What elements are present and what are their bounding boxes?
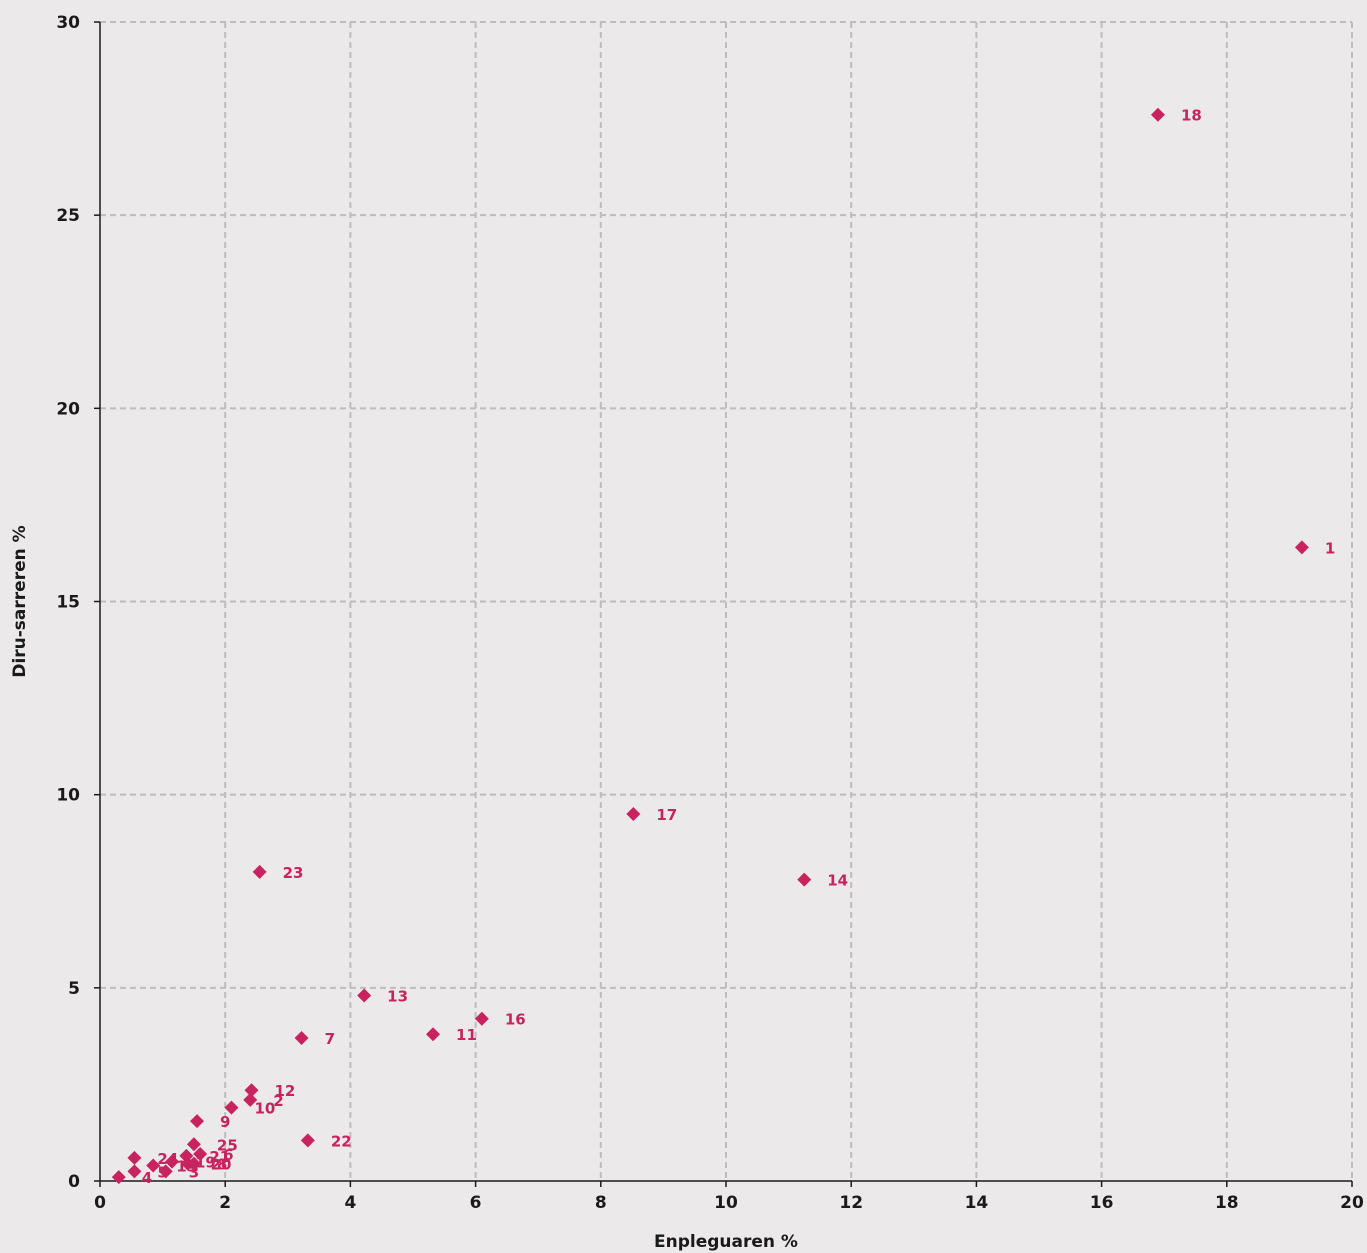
data-point-25	[186, 1137, 201, 1152]
point-label-5: 5	[157, 1163, 167, 1181]
data-point-23	[252, 864, 267, 879]
data-point-22	[300, 1133, 315, 1148]
data-point-7	[294, 1031, 309, 1046]
point-label-21: 21	[209, 1148, 230, 1166]
x-tick-label: 10	[714, 1193, 738, 1213]
point-label-25: 25	[217, 1136, 238, 1154]
point-label-11: 11	[456, 1026, 477, 1044]
point-label-12: 12	[274, 1082, 295, 1100]
point-label-3: 3	[189, 1163, 199, 1181]
point-label-7: 7	[325, 1030, 335, 1048]
x-tick-label: 12	[839, 1193, 863, 1213]
x-tick-label: 2	[219, 1193, 231, 1213]
point-label-4: 4	[142, 1169, 152, 1187]
point-label-23: 23	[283, 864, 304, 882]
data-point-18	[1150, 107, 1165, 122]
data-points	[111, 107, 1309, 1185]
y-tick-label: 30	[56, 13, 80, 33]
data-point-5	[127, 1164, 142, 1179]
x-tick-label: 8	[595, 1193, 607, 1213]
point-label-22: 22	[331, 1132, 352, 1150]
data-point-9	[190, 1114, 205, 1129]
data-point-17	[626, 806, 641, 821]
point-label-16: 16	[505, 1011, 526, 1029]
y-axis-title: Diru-sarreren %	[10, 525, 30, 677]
point-label-10: 10	[254, 1100, 275, 1118]
data-point-4	[111, 1170, 126, 1185]
data-point-2	[243, 1092, 258, 1107]
data-point-24	[127, 1150, 142, 1165]
data-point-21	[179, 1148, 194, 1163]
point-label-1: 1	[1325, 539, 1335, 557]
data-point-14	[797, 872, 812, 887]
grid-lines	[100, 21, 1353, 1181]
point-label-14: 14	[827, 872, 848, 890]
y-tick-label: 5	[68, 979, 80, 999]
point-label-2: 2	[273, 1092, 283, 1110]
point-label-13: 13	[387, 988, 408, 1006]
point-label-18: 18	[1181, 107, 1202, 125]
data-point-19	[164, 1154, 179, 1169]
y-tick-label: 25	[56, 206, 80, 226]
data-point-12	[244, 1083, 259, 1098]
point-label-9: 9	[220, 1113, 230, 1131]
data-point-1	[1294, 540, 1309, 555]
data-point-13	[357, 988, 372, 1003]
data-point-11	[426, 1027, 441, 1042]
y-tick-label: 20	[56, 399, 80, 419]
data-point-16	[474, 1011, 489, 1026]
x-tick-label: 0	[94, 1193, 106, 1213]
point-label-17: 17	[656, 806, 677, 824]
x-tick-label: 14	[965, 1193, 989, 1213]
x-axis-title: Enpleguaren %	[654, 1232, 798, 1252]
y-tick-label: 15	[56, 593, 80, 613]
y-tick-label: 10	[56, 786, 80, 806]
data-point-15	[146, 1158, 161, 1173]
data-point-6	[193, 1146, 208, 1161]
data-point-3	[158, 1164, 173, 1179]
point-label-8: 8	[217, 1156, 227, 1174]
point-label-6: 6	[223, 1146, 233, 1164]
x-tick-label: 20	[1340, 1193, 1364, 1213]
x-tick-label: 16	[1090, 1193, 1114, 1213]
point-label-24: 24	[157, 1150, 178, 1168]
point-label-15: 15	[176, 1158, 197, 1176]
x-tick-label: 4	[344, 1193, 356, 1213]
y-tick-label: 0	[68, 1172, 80, 1192]
point-label-20: 20	[211, 1156, 232, 1174]
point-label-19: 19	[195, 1154, 216, 1172]
x-tick-label: 18	[1215, 1193, 1239, 1213]
axes	[94, 21, 1353, 1187]
x-tick-label: 6	[470, 1193, 482, 1213]
data-point-10	[224, 1100, 239, 1115]
